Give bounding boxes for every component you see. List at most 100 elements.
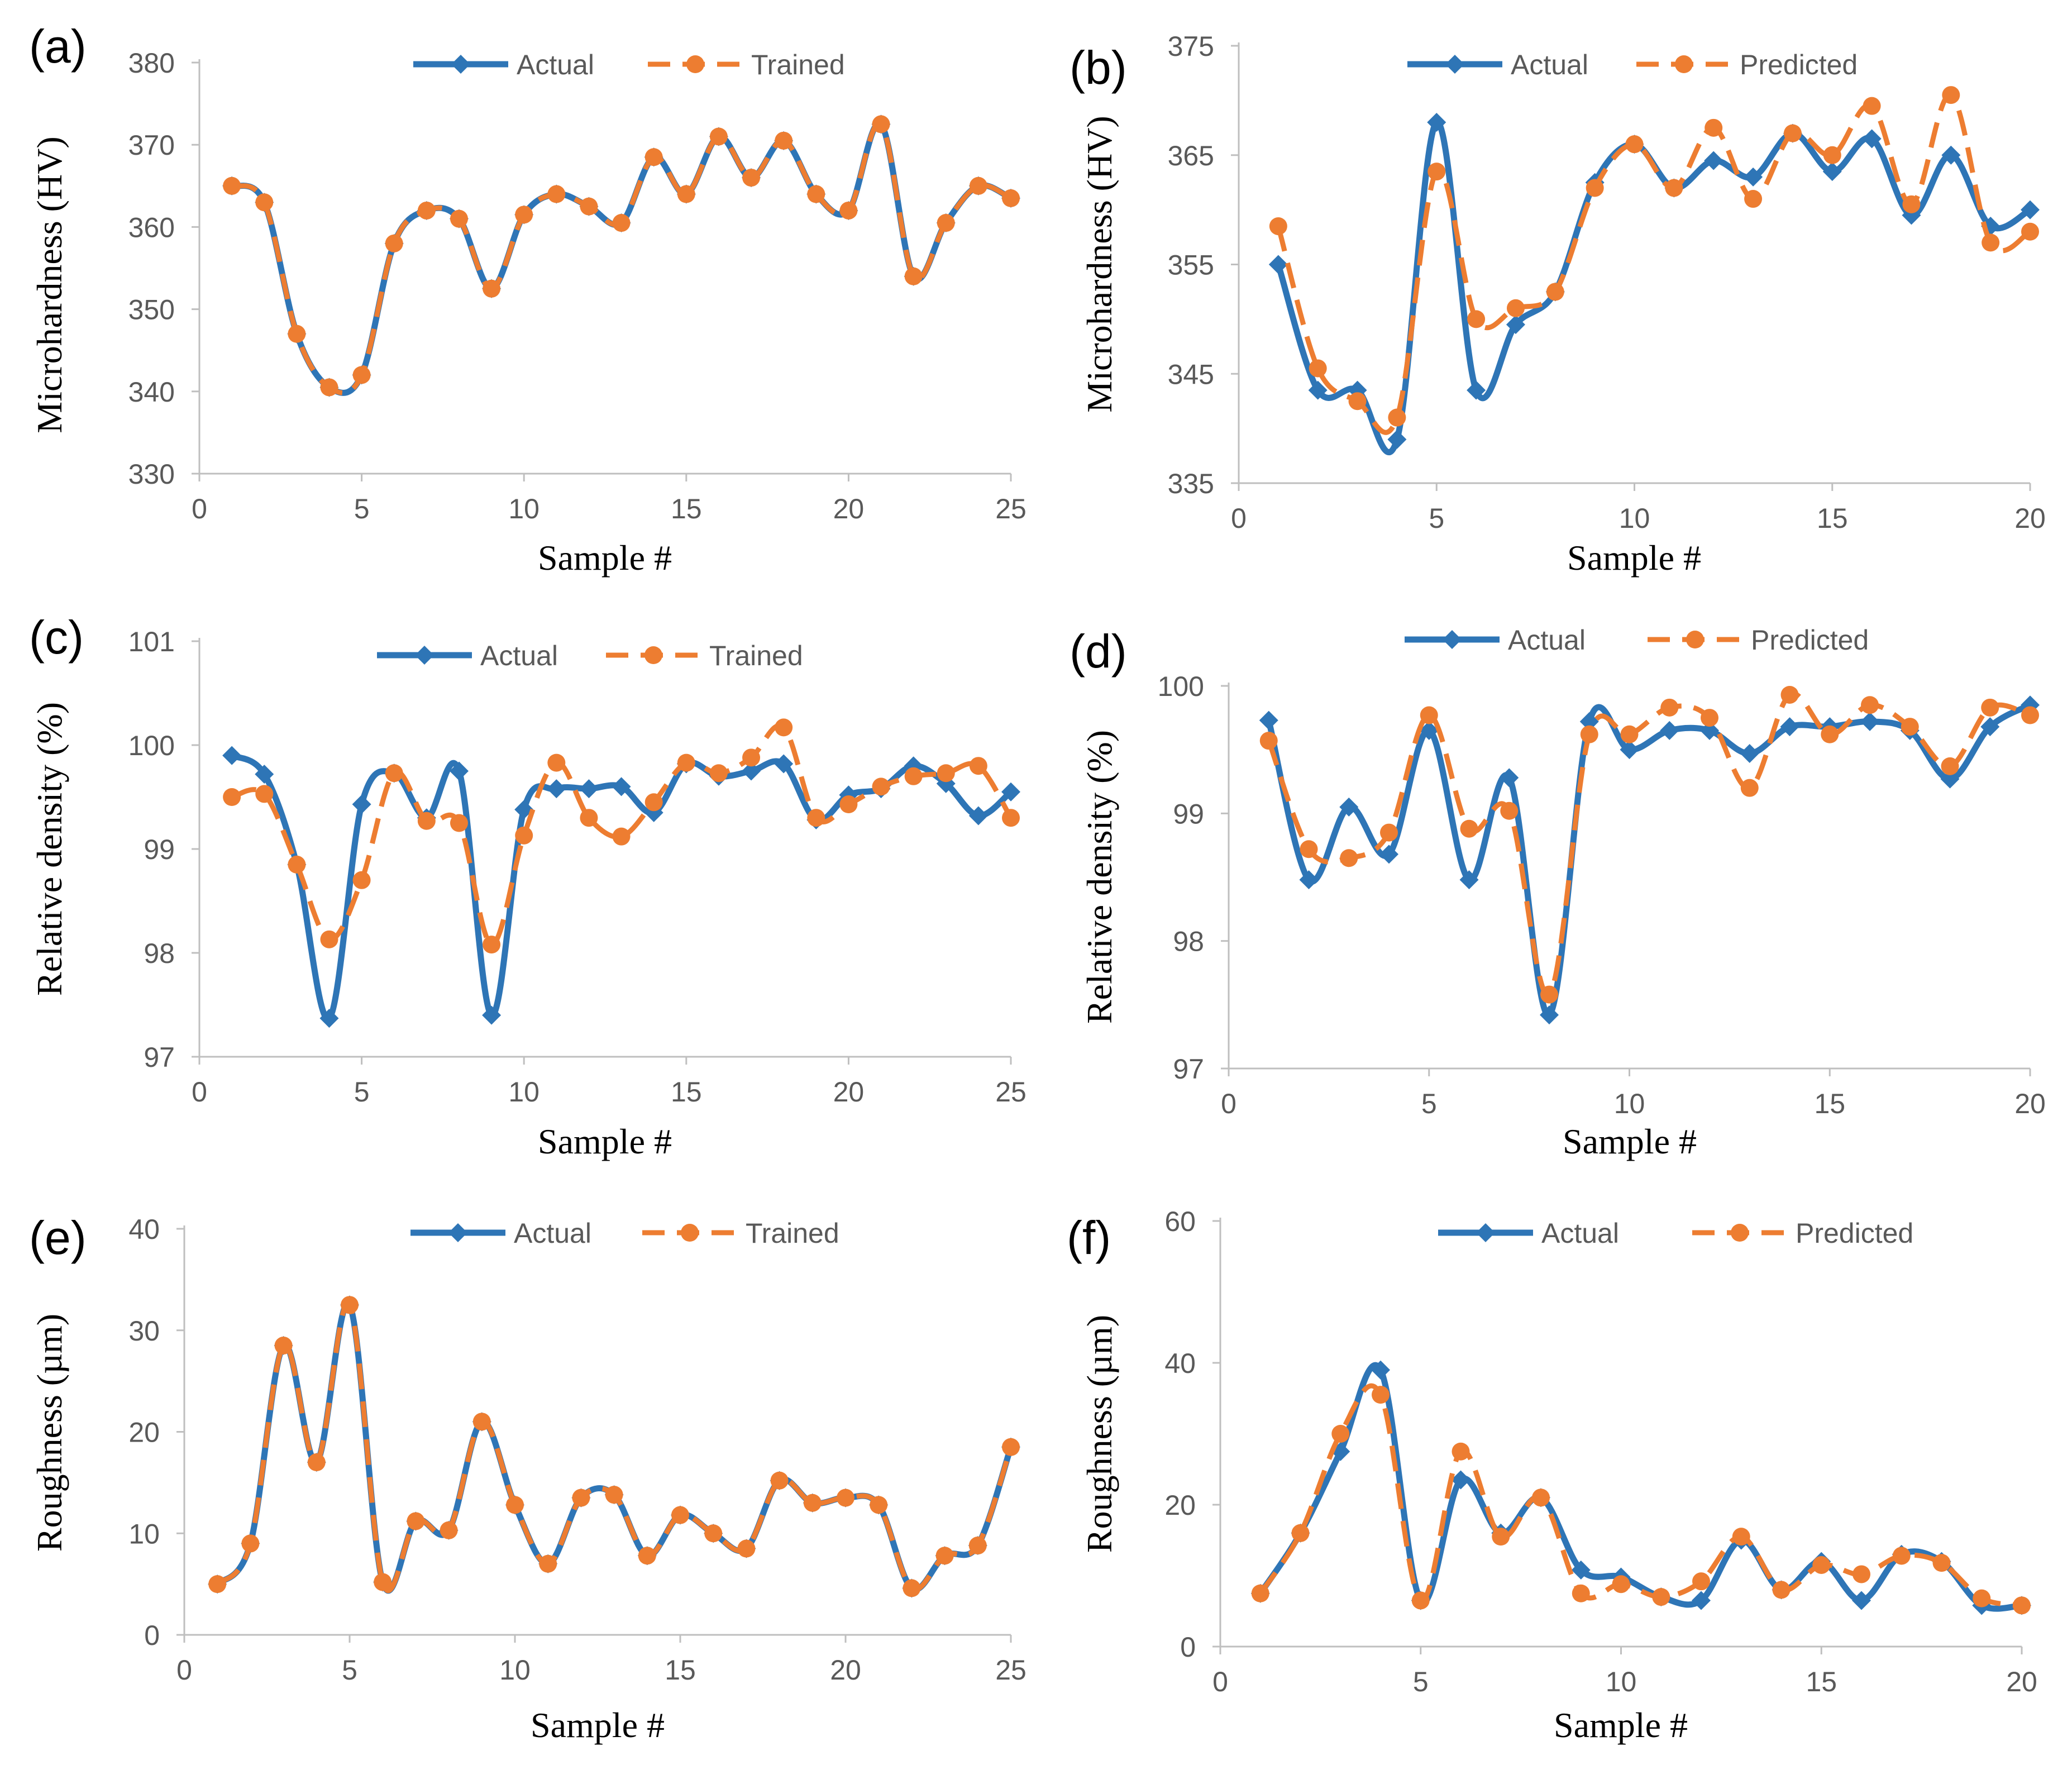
data-point-predicted	[1780, 685, 1799, 704]
data-point-predicted	[638, 1547, 656, 1565]
legend-label-predicted: Predicted	[1740, 49, 1858, 80]
data-point-predicted	[572, 1489, 590, 1507]
x-axis-title: Sample #	[1554, 1705, 1688, 1745]
x-tick-label: 5	[1413, 1666, 1429, 1697]
y-axis-title: Microhardness (HV)	[30, 136, 69, 433]
legend-marker-predicted	[681, 1224, 699, 1242]
data-point-predicted	[450, 814, 468, 832]
legend: Actual Trained	[377, 640, 803, 671]
data-point-predicted	[742, 748, 761, 767]
x-tick-label: 5	[342, 1654, 357, 1686]
x-tick-label: 5	[354, 493, 370, 524]
data-point-predicted	[320, 930, 338, 948]
data-point-predicted	[677, 185, 695, 203]
data-point-actual	[579, 779, 599, 799]
series-line-predicted	[1276, 92, 2032, 435]
panel-label: (d)	[1070, 625, 1127, 678]
data-point-predicted	[1572, 1584, 1590, 1602]
y-tick-label: 355	[1168, 250, 1214, 281]
y-axis-title: Relative density (%)	[30, 702, 69, 996]
data-point-predicted	[1532, 1489, 1550, 1507]
data-point-actual	[1980, 717, 2000, 737]
data-point-predicted	[1982, 233, 2000, 252]
data-point-predicted	[385, 234, 403, 252]
data-point-predicted	[904, 767, 923, 785]
data-point-actual	[1700, 721, 1719, 740]
legend-label-predicted: Trained	[709, 640, 803, 671]
data-point-predicted	[1500, 802, 1519, 820]
data-point-predicted	[1973, 1589, 1991, 1607]
y-tick-label: 101	[128, 626, 175, 657]
data-point-predicted	[255, 785, 274, 803]
data-point-predicted	[612, 827, 631, 846]
y-tick-label: 340	[128, 376, 175, 408]
data-point-predicted	[742, 169, 761, 187]
x-axis-title: Sample #	[538, 1122, 672, 1161]
y-tick-label: 335	[1168, 468, 1214, 499]
y-tick-label: 60	[1164, 1206, 1196, 1237]
chart-panel-b: 335 345 355 365 375 0 5 10 15 20 Sample # Microhard…	[1070, 31, 2046, 578]
data-point-predicted	[1892, 1547, 1911, 1565]
data-point-predicted	[1309, 359, 1327, 378]
data-point-actual	[1371, 1360, 1390, 1380]
data-point-predicted	[580, 197, 598, 216]
data-point-actual	[1419, 721, 1439, 740]
data-point-predicted	[385, 764, 403, 783]
data-point-actual	[1571, 1560, 1591, 1580]
data-point-predicted	[1821, 725, 1839, 743]
data-point-actual	[1001, 782, 1020, 802]
data-point-actual	[352, 795, 371, 814]
data-point-predicted	[1340, 849, 1358, 867]
data-point-predicted	[677, 753, 695, 772]
data-point-actual	[2021, 200, 2040, 220]
data-point-predicted	[969, 757, 987, 775]
legend: Actual Predicted	[1405, 624, 1869, 656]
data-point-predicted	[2013, 1596, 2031, 1615]
data-point-predicted	[1259, 732, 1278, 750]
y-tick-label: 20	[128, 1417, 160, 1448]
data-point-predicted	[472, 1413, 491, 1431]
data-point-actual	[1379, 845, 1398, 864]
data-point-predicted	[775, 718, 793, 737]
data-point-predicted	[1620, 725, 1639, 743]
data-point-predicted	[1740, 779, 1759, 797]
data-point-actual	[1660, 721, 1679, 740]
x-axis-title: Sample #	[531, 1705, 665, 1745]
data-point-predicted	[515, 826, 533, 845]
legend-label-actual: Actual	[514, 1218, 591, 1249]
data-point-predicted	[1863, 97, 1881, 115]
data-point-predicted	[440, 1521, 458, 1539]
x-tick-label: 5	[1421, 1088, 1437, 1119]
data-point-predicted	[644, 148, 663, 166]
data-point-predicted	[274, 1337, 293, 1355]
y-tick-label: 99	[1173, 798, 1204, 829]
data-point-actual	[255, 765, 274, 784]
data-point-predicted	[1372, 1386, 1390, 1404]
data-point-predicted	[407, 1512, 425, 1530]
data-point-predicted	[241, 1534, 260, 1553]
data-point-predicted	[1460, 819, 1478, 838]
panel-label: (b)	[1070, 41, 1127, 94]
data-point-predicted	[1452, 1442, 1470, 1461]
legend-label-actual: Actual	[480, 640, 558, 671]
data-point-predicted	[1732, 1528, 1750, 1546]
data-point-predicted	[1701, 709, 1718, 727]
data-point-actual	[222, 746, 242, 765]
y-tick-label: 100	[128, 730, 175, 761]
data-point-predicted	[341, 1296, 359, 1314]
data-point-predicted	[644, 793, 663, 812]
y-tick-label: 97	[144, 1042, 175, 1073]
y-tick-label: 40	[1164, 1348, 1196, 1379]
data-point-predicted	[352, 871, 371, 889]
data-point-predicted	[1251, 1584, 1269, 1602]
data-point-actual	[1540, 1005, 1559, 1025]
y-axis-title: Roughness (µm)	[30, 1314, 69, 1552]
data-point-predicted	[605, 1486, 623, 1504]
data-point-actual	[968, 806, 988, 826]
panel-label: (e)	[29, 1211, 87, 1264]
panel-label: (a)	[29, 20, 87, 73]
data-point-predicted	[1612, 1575, 1630, 1594]
data-point-predicted	[1901, 718, 1919, 736]
data-point-predicted	[1428, 163, 1446, 181]
